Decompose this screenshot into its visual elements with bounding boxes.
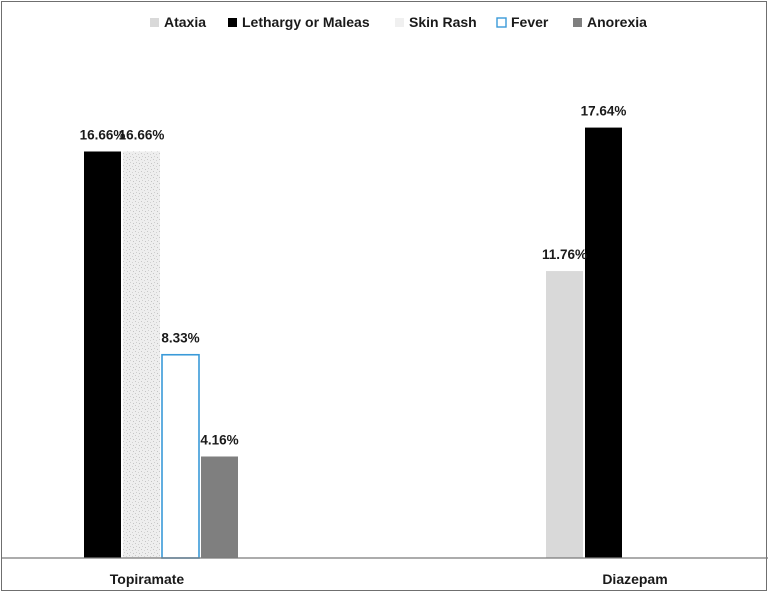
bar-topiramate-anorexia xyxy=(201,456,238,558)
data-label-topiramate-skin-rash: 16.66% xyxy=(119,127,165,142)
category-label-diazepam: Diazepam xyxy=(602,571,667,587)
legend-swatch-anorexia xyxy=(573,18,582,27)
bar-topiramate-skin-rash xyxy=(123,151,160,558)
legend-label-fever: Fever xyxy=(511,14,549,30)
legend-swatch-ataxia xyxy=(150,18,159,27)
data-label-topiramate-anorexia: 4.16% xyxy=(200,432,238,447)
bars-group xyxy=(84,127,622,559)
data-label-topiramate-lethargy-or-maleas: 16.66% xyxy=(80,127,126,142)
category-labels-group: Topiramate Diazepam xyxy=(110,571,668,587)
legend-swatch-fever xyxy=(496,17,507,28)
legend: Ataxia Lethargy or Maleas Skin Rash Fever An… xyxy=(150,14,647,30)
legend-label-skin-rash: Skin Rash xyxy=(409,14,477,30)
legend-swatch-skin-rash xyxy=(395,18,404,27)
bar-diazepam-lethargy-or-maleas xyxy=(585,127,622,559)
data-label-diazepam-ataxia: 11.76% xyxy=(542,247,587,262)
bar-diazepam-ataxia xyxy=(546,271,583,558)
legend-label-ataxia: Ataxia xyxy=(164,14,206,30)
data-labels-group: 16.66%16.66% 8.33% 4.16% 11.76% 17.64% xyxy=(80,104,627,448)
data-label-diazepam-lethargy-or-maleas: 17.64% xyxy=(581,104,627,119)
legend-label-anorexia: Anorexia xyxy=(587,14,647,30)
data-label-topiramate-fever: 8.33% xyxy=(161,331,199,346)
bar-topiramate-lethargy-or-maleas xyxy=(84,151,121,558)
bar-topiramate-fever xyxy=(161,353,200,559)
legend-swatch-lethargy-or-maleas xyxy=(228,18,237,27)
legend-label-lethargy-or-maleas: Lethargy or Maleas xyxy=(242,14,370,30)
category-label-topiramate: Topiramate xyxy=(110,571,185,587)
